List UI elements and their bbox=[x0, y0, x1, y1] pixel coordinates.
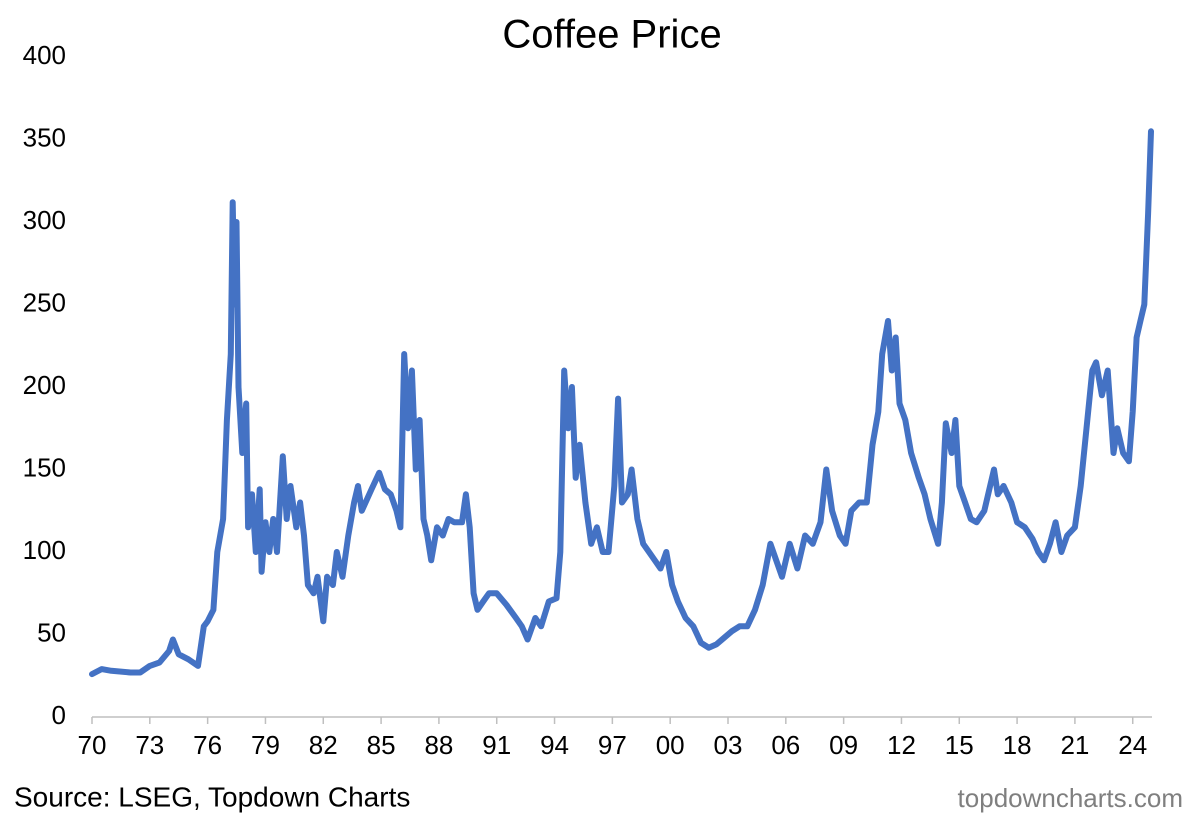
y-tick-label: 50 bbox=[37, 617, 66, 647]
x-tick-label: 03 bbox=[714, 730, 743, 760]
x-tick-label: 91 bbox=[482, 730, 511, 760]
y-tick-label: 200 bbox=[23, 370, 66, 400]
x-tick-label: 06 bbox=[771, 730, 800, 760]
y-tick-label: 0 bbox=[52, 700, 66, 730]
x-tick-label: 82 bbox=[309, 730, 338, 760]
x-tick-label: 09 bbox=[829, 730, 858, 760]
price-line bbox=[89, 128, 1154, 678]
chart-title: Coffee Price bbox=[502, 13, 721, 57]
source: Source: LSEG, Topdown Charts bbox=[14, 781, 410, 812]
y-tick-label: 100 bbox=[23, 535, 66, 565]
x-tick-label: 88 bbox=[424, 730, 453, 760]
y-tick-label: 400 bbox=[23, 40, 66, 70]
y-tick-label: 250 bbox=[23, 287, 66, 317]
x-tick-label: 15 bbox=[945, 730, 974, 760]
x-tick-label: 24 bbox=[1118, 730, 1147, 760]
y-tick-label: 150 bbox=[23, 452, 66, 482]
x-tick-label: 79 bbox=[251, 730, 280, 760]
x-tick-label: 97 bbox=[598, 730, 627, 760]
x-tick-label: 94 bbox=[540, 730, 569, 760]
x-tick-label: 00 bbox=[656, 730, 685, 760]
x-tick-label: 73 bbox=[135, 730, 164, 760]
x-tick-label: 85 bbox=[367, 730, 396, 760]
x-tick-label: 70 bbox=[78, 730, 107, 760]
x-tick-label: 21 bbox=[1060, 730, 1089, 760]
y-tick-label: 300 bbox=[23, 205, 66, 235]
y-tick-label: 350 bbox=[23, 122, 66, 152]
x-tick-label: 18 bbox=[1003, 730, 1032, 760]
x-tick-label: 76 bbox=[193, 730, 222, 760]
watermark: topdowncharts.com bbox=[958, 783, 1183, 813]
x-tick-label: 12 bbox=[887, 730, 916, 760]
